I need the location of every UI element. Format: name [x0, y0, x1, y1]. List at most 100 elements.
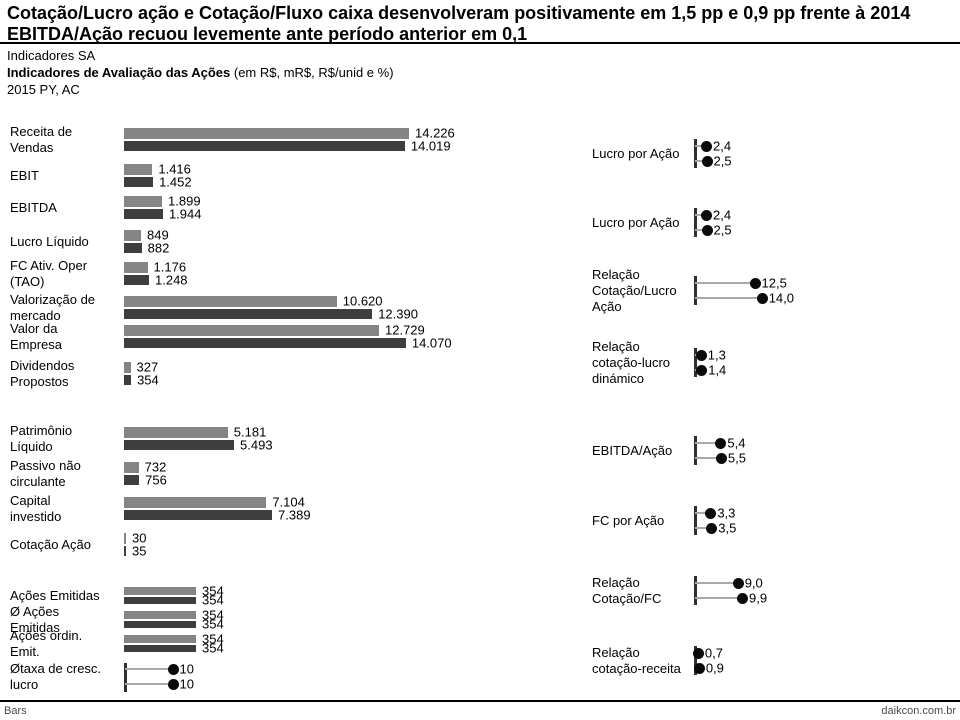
lollipop-baseline — [694, 506, 697, 535]
lollipop-stem — [695, 512, 711, 514]
bar-py — [124, 427, 228, 438]
value-label: 0,9 — [705, 660, 724, 676]
lollipop-baseline — [694, 436, 697, 465]
value-label: 3,3 — [717, 505, 736, 521]
value-label: 5,5 — [727, 450, 746, 466]
data-dot — [695, 349, 707, 361]
value-label: 1.176 — [153, 259, 187, 275]
bar-ac — [124, 644, 196, 652]
bar-ac — [124, 140, 405, 151]
value-label: 14,0 — [768, 290, 794, 306]
data-dot — [692, 647, 704, 659]
value-label: 30 — [132, 530, 147, 546]
value-label: 2,4 — [713, 138, 732, 154]
bar-py — [124, 128, 409, 139]
bar-ac — [124, 374, 132, 385]
value-label: 756 — [145, 472, 167, 488]
bar-ac — [124, 439, 235, 450]
lollipop-baseline — [694, 139, 697, 168]
metric-label: Relação Cotação/FC — [592, 574, 662, 606]
data-dot — [715, 452, 727, 464]
lollipop-stem — [695, 160, 707, 162]
value-label: 0,7 — [704, 645, 723, 661]
title-line-1: Cotação/Lucro ação e Cotação/Fluxo caixa… — [7, 3, 911, 23]
lollipop-stem — [695, 457, 722, 459]
data-dot — [737, 592, 749, 604]
subtitle-measure: Indicadores de Avaliação das Ações (em R… — [7, 64, 394, 81]
category-label: Capital investido — [10, 492, 62, 524]
bar-ac — [124, 208, 163, 219]
category-label: Valorização de mercado — [10, 291, 96, 323]
value-label: 9,9 — [749, 590, 768, 606]
value-label: 1.899 — [168, 193, 201, 209]
category-label: Ø Ações Emitidas — [10, 603, 60, 635]
metric-label: Relação cotação-lucro dinámico — [592, 338, 671, 386]
bar-py — [124, 296, 337, 307]
metric-label: Relação cotação-receita — [592, 644, 681, 676]
bar-ac — [124, 620, 196, 628]
bar-py — [124, 362, 131, 373]
data-dot — [696, 364, 708, 376]
value-label: 1.452 — [159, 174, 192, 190]
bar-py — [124, 262, 148, 273]
value-label: 849 — [147, 227, 169, 243]
lollipop-stem — [695, 145, 707, 147]
lollipop-stem — [695, 582, 739, 584]
data-dot — [756, 292, 768, 304]
value-label: 354 — [202, 631, 224, 647]
data-dot — [732, 577, 744, 589]
value-label: 12.390 — [378, 306, 418, 322]
value-label: 2,5 — [713, 222, 732, 238]
value-label: 35 — [132, 543, 147, 559]
metric-label: Lucro por Ação — [592, 145, 680, 161]
value-label: 882 — [147, 240, 170, 256]
value-label: 5.181 — [233, 424, 267, 440]
category-label: Lucro Líquido — [10, 233, 89, 249]
lollipop-baseline — [694, 576, 697, 605]
value-label: 2,5 — [713, 153, 732, 169]
lollipop-baseline — [124, 663, 127, 692]
data-dot — [693, 662, 705, 674]
value-label: 354 — [202, 592, 224, 608]
value-label: 1.248 — [155, 272, 188, 288]
category-label: Øtaxa de cresc. lucro — [10, 661, 102, 692]
lollipop-baseline — [694, 348, 697, 377]
value-label: 354 — [202, 583, 224, 599]
bar-ac — [124, 474, 140, 485]
title-line-2: EBITDA/Ação recuou levemente ante períod… — [7, 24, 528, 44]
bar-py — [124, 587, 196, 595]
data-dot — [701, 224, 713, 236]
bar-ac — [124, 242, 142, 253]
value-label: 354 — [202, 616, 224, 632]
category-label: Passivo não circulante — [10, 457, 81, 489]
category-label: Dividendos Propostos — [10, 357, 75, 389]
category-label: EBITDA — [10, 199, 57, 215]
category-label: Ações ordin. Emit. — [10, 627, 83, 659]
data-dot — [167, 678, 179, 690]
chart-subtitle-block: Indicadores SA Indicadores de Avaliação … — [7, 47, 394, 98]
value-label: 10 — [179, 661, 194, 677]
subtitle-measure-units: (em R$, mR$, R$/unid e %) — [230, 65, 394, 80]
value-label: 14.226 — [415, 125, 455, 141]
value-label: 1,4 — [708, 362, 727, 378]
subtitle-measure-bold: Indicadores de Avaliação das Ações — [7, 65, 231, 80]
bar-ac — [124, 545, 126, 556]
value-label: 354 — [137, 372, 159, 388]
bar-py — [124, 533, 126, 544]
metric-label: Relação Cotação/Lucro Ação — [592, 266, 677, 314]
lollipop-stem — [695, 297, 763, 299]
value-label: 12,5 — [761, 275, 787, 291]
lollipop-baseline — [694, 646, 697, 675]
data-dot — [701, 140, 713, 152]
value-label: 10 — [179, 676, 194, 692]
bar-ac — [124, 509, 273, 520]
value-label: 7.389 — [278, 507, 311, 523]
value-label: 354 — [202, 640, 224, 656]
value-label: 14.019 — [410, 138, 451, 154]
value-label: 732 — [144, 459, 167, 475]
value-label: 5.493 — [240, 437, 273, 453]
page-title: Cotação/Lucro ação e Cotação/Fluxo caixa… — [7, 3, 955, 45]
value-label: 10.620 — [342, 293, 383, 309]
